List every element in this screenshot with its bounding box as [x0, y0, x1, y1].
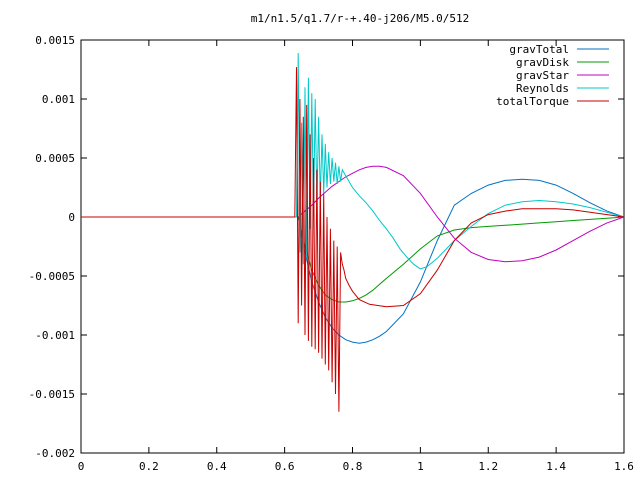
x-tick-label: 0.6	[275, 460, 295, 473]
legend-label-gravStar: gravStar	[516, 69, 569, 82]
y-tick-label: -0.0005	[29, 270, 75, 283]
y-tick-label: 0.0005	[35, 152, 75, 165]
chart-title: m1/n1.5/q1.7/r-+.40-j206/M5.0/512	[251, 12, 470, 25]
series-line-gravTotal	[297, 178, 625, 344]
x-tick-label: 0.4	[207, 460, 227, 473]
legend-label-totalTorque: totalTorque	[496, 95, 569, 108]
legend: gravTotalgravDiskgravStarReynoldstotalTo…	[496, 43, 609, 108]
axis-ticks: 0.0015 0.001 0.0005 0 -0.0005 -0.001 -0.0015 -0…	[29, 34, 634, 473]
x-tick-label: 1.6	[614, 460, 634, 473]
x-tick-label: 1.2	[478, 460, 498, 473]
y-tick-label: 0.001	[42, 93, 75, 106]
x-tick-label: 0	[78, 460, 85, 473]
legend-label-Reynolds: Reynolds	[516, 82, 569, 95]
legend-label-gravDisk: gravDisk	[516, 56, 569, 69]
x-tick-label: 1	[417, 460, 424, 473]
y-tick-label: 0.0015	[35, 34, 75, 47]
legend-label-gravTotal: gravTotal	[509, 43, 569, 56]
x-tick-label: 0.8	[343, 460, 363, 473]
series-group	[81, 52, 625, 412]
x-tick-label: 1.4	[546, 460, 566, 473]
series-line-gravDisk	[297, 216, 625, 303]
series-line-Reynolds	[291, 52, 625, 270]
y-tick-label: -0.0015	[29, 388, 75, 401]
y-tick-label: -0.002	[35, 447, 75, 460]
y-tick-label: -0.001	[35, 329, 75, 342]
y-tick-label: 0	[68, 211, 75, 224]
x-tick-label: 0.2	[139, 460, 159, 473]
series-line-totalTorque	[81, 67, 625, 412]
series-line-gravStar	[297, 165, 625, 263]
